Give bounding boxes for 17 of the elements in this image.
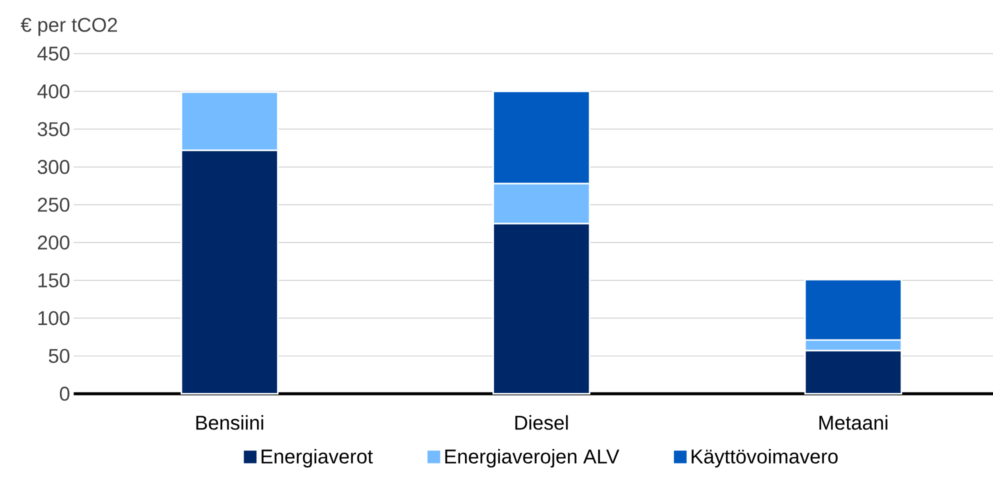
y-axis-title: € per tCO2 <box>20 18 117 36</box>
y-tick-label: 300 <box>38 160 70 174</box>
x-tick-label: Diesel <box>515 415 568 430</box>
y-tick-label: 250 <box>38 198 70 212</box>
legend-label: Käyttövoimavero <box>692 448 838 468</box>
legend-label: Energiaverot <box>262 448 373 468</box>
legend-label: Energiaverojen ALV <box>445 448 620 468</box>
y-tick-label: 400 <box>37 84 70 98</box>
y-tick-label: 150 <box>38 273 70 288</box>
y-tick-label: 100 <box>38 311 70 326</box>
x-tick-label: Metaani <box>819 415 888 430</box>
x-tick-label: Bensiini <box>196 415 264 430</box>
y-tick-label: 50 <box>48 348 70 363</box>
y-tick-label: 350 <box>38 122 70 136</box>
y-tick-label: 200 <box>38 235 70 250</box>
y-tick-label: 450 <box>37 46 70 61</box>
y-tick-label: 0 <box>60 386 70 401</box>
